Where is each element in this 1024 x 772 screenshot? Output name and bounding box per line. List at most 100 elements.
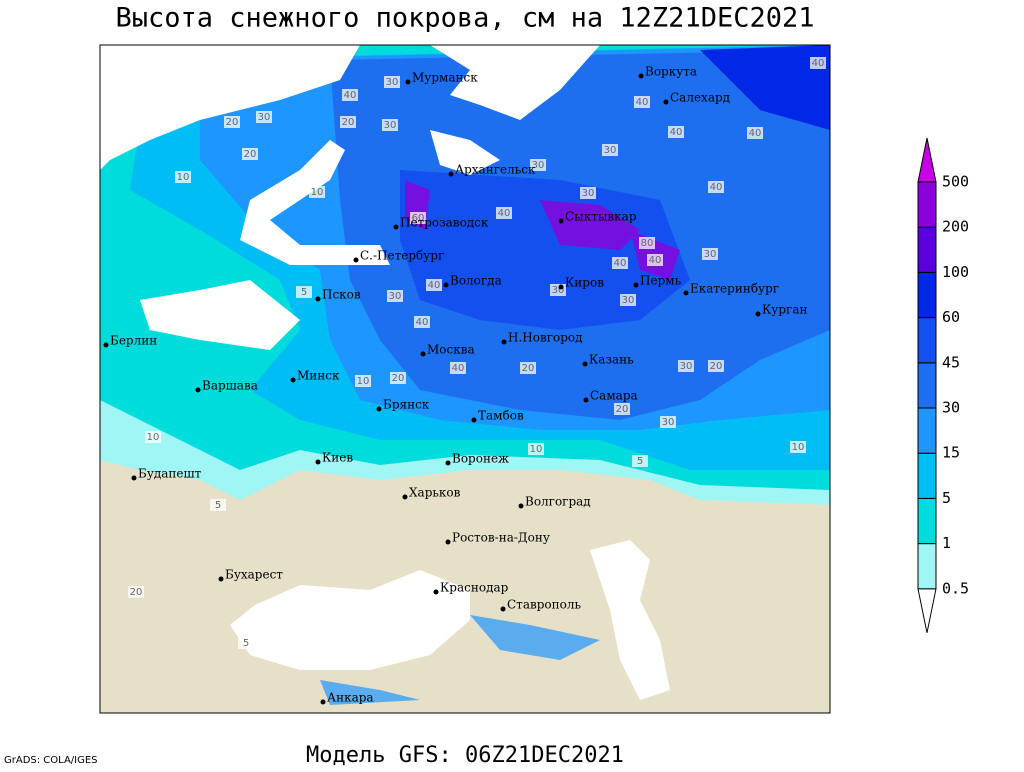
city-dot bbox=[393, 224, 399, 230]
footer: Модель GFS: 06Z21DEC2021 bbox=[306, 743, 624, 768]
city-label: С.-Петербург bbox=[360, 249, 444, 263]
contour-label-box bbox=[496, 207, 512, 219]
city-dot bbox=[320, 699, 326, 705]
city-dot bbox=[638, 73, 644, 79]
city-label: Казань bbox=[589, 353, 634, 367]
colorbar-label: 60 bbox=[942, 308, 960, 326]
colorbar-box bbox=[917, 317, 937, 364]
contour-label-box bbox=[256, 111, 272, 123]
contour-label-box bbox=[647, 254, 663, 266]
contour-label: 20 bbox=[392, 373, 405, 384]
arctic-sea bbox=[100, 45, 360, 170]
contour-label-box bbox=[634, 96, 650, 108]
colorbar-lower-end bbox=[917, 588, 937, 633]
city-label: Тамбов bbox=[478, 409, 524, 423]
snow-caucasus bbox=[320, 615, 600, 705]
city-dot bbox=[195, 387, 201, 393]
contour-label: 30 bbox=[604, 145, 617, 156]
city-label: Бухарест bbox=[225, 568, 283, 582]
contour-label-box bbox=[238, 637, 254, 649]
contour-label: 5 bbox=[215, 500, 221, 511]
contour-label: 20 bbox=[130, 587, 143, 598]
colorbar-label: 15 bbox=[942, 444, 960, 462]
city-dot bbox=[445, 539, 451, 545]
contour-label-box bbox=[390, 372, 406, 384]
city-label: Курган bbox=[762, 303, 807, 317]
contour-label: 10 bbox=[311, 187, 324, 198]
contour-label-box bbox=[747, 127, 763, 139]
contour-label: 40 bbox=[614, 258, 627, 269]
contour-label-box bbox=[668, 126, 684, 138]
city-dot bbox=[471, 417, 477, 423]
city-dot bbox=[501, 339, 507, 345]
contour-label-box bbox=[384, 76, 400, 88]
barents-sea bbox=[430, 45, 600, 120]
city-dot bbox=[445, 460, 451, 466]
contour-label: 30 bbox=[704, 249, 717, 260]
city-label: Мурманск bbox=[412, 71, 478, 85]
city-dot bbox=[315, 459, 321, 465]
contour-label-box bbox=[387, 290, 403, 302]
city-dot bbox=[582, 361, 588, 367]
contour-labels: 40 40 30 40 40 40 30 20 20 30 20 30 10 10 30 40 40 30 60 30… bbox=[128, 57, 826, 649]
contour-label: 30 bbox=[386, 77, 399, 88]
city-label: Киров bbox=[565, 276, 604, 290]
city-label: Воронеж bbox=[452, 452, 509, 466]
city-dot bbox=[663, 99, 669, 105]
contour-label-box bbox=[678, 360, 694, 372]
contour-label: 5 bbox=[301, 287, 307, 298]
contour-label-box bbox=[426, 279, 442, 291]
contour-label-box bbox=[702, 248, 718, 260]
colorbar-box bbox=[917, 226, 937, 273]
city-label: Ставрополь bbox=[507, 598, 581, 612]
city-dot bbox=[353, 257, 359, 263]
contour-label-box bbox=[708, 360, 724, 372]
city-dot bbox=[376, 406, 382, 412]
contour-label-box bbox=[450, 362, 466, 374]
baltic-sea bbox=[140, 140, 390, 350]
contour-label: 5 bbox=[243, 638, 249, 649]
contour-label-box bbox=[612, 257, 628, 269]
white-sea bbox=[430, 130, 500, 175]
contour-label-box bbox=[660, 416, 676, 428]
city-label: Екатеринбург bbox=[690, 282, 779, 296]
contour-label: 80 bbox=[641, 238, 654, 249]
city-dot bbox=[633, 282, 639, 288]
contour-label-box bbox=[309, 186, 325, 198]
contour-label: 5 bbox=[637, 456, 643, 467]
contour-label: 30 bbox=[384, 120, 397, 131]
colorbar-label: 5 bbox=[942, 489, 951, 507]
contour-label-box bbox=[708, 181, 724, 193]
contour-label: 20 bbox=[226, 117, 239, 128]
city-label: Москва bbox=[427, 343, 475, 357]
colorbar-label: 0.5 bbox=[942, 579, 969, 597]
colorbar-label: 1 bbox=[942, 534, 951, 552]
city-dot bbox=[103, 342, 109, 348]
contour-label: 10 bbox=[357, 376, 370, 387]
contour-label: 20 bbox=[616, 404, 629, 415]
contour-label-box bbox=[382, 119, 398, 131]
city-dot bbox=[433, 589, 439, 595]
colorbar-label: 200 bbox=[942, 218, 969, 236]
contour-label: 30 bbox=[389, 291, 402, 302]
contour-label: 20 bbox=[244, 149, 257, 160]
colorbar-upper-end bbox=[917, 137, 937, 183]
contour-label-box bbox=[242, 148, 258, 160]
city-label: Воркута bbox=[645, 65, 697, 79]
contour-label: 10 bbox=[177, 172, 190, 183]
city-label: Самара bbox=[590, 389, 638, 403]
contour-label-box bbox=[175, 171, 191, 183]
contour-label-box bbox=[580, 187, 596, 199]
snow-45 bbox=[400, 170, 690, 330]
contour-label-box bbox=[639, 237, 655, 249]
city-dot bbox=[583, 397, 589, 403]
caspian-sea bbox=[590, 540, 670, 700]
city-label: Псков bbox=[322, 288, 361, 302]
city-dot bbox=[420, 351, 426, 357]
city-label: Минск bbox=[297, 369, 340, 383]
contour-label-box bbox=[790, 441, 806, 453]
contour-label: 30 bbox=[532, 160, 545, 171]
city-label: Вологда bbox=[450, 274, 502, 288]
